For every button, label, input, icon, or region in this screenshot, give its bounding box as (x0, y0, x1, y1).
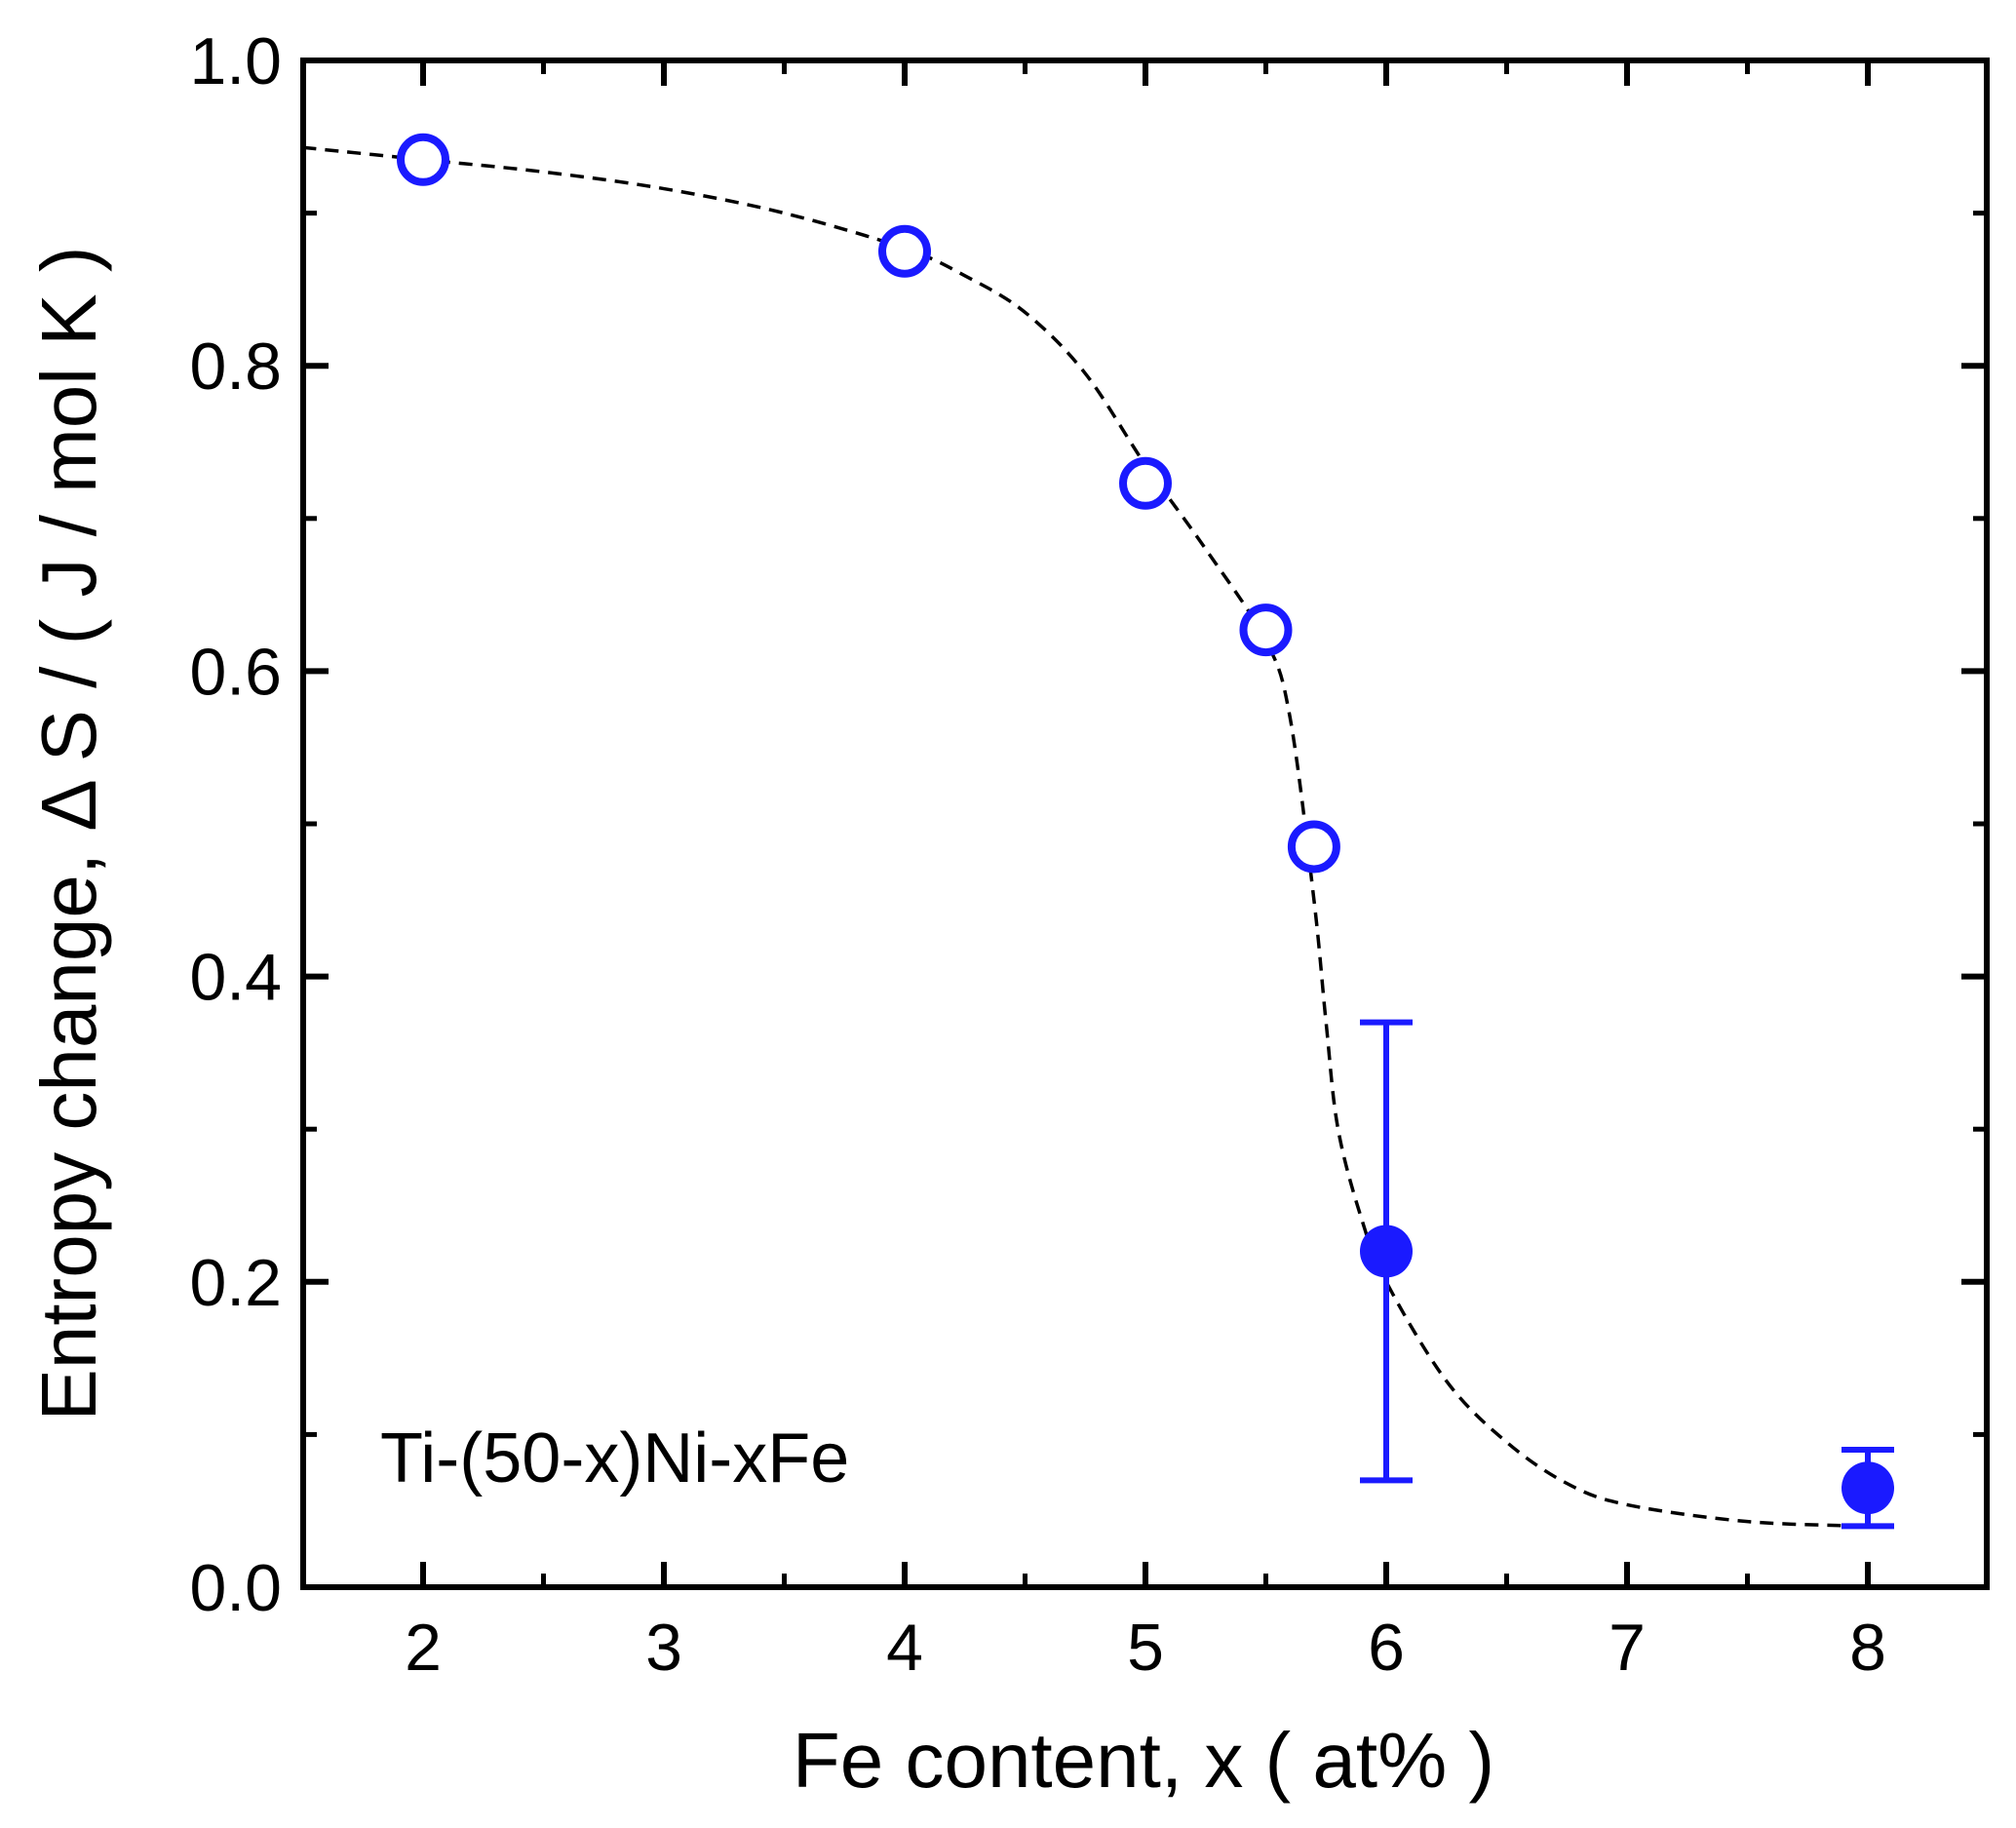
x-tick-label: 2 (405, 1611, 442, 1685)
y-tick-label: 0.2 (189, 1246, 282, 1320)
y-tick-label: 0.0 (189, 1551, 282, 1625)
data-point-open (1119, 456, 1172, 510)
y-axis-label: Entropy change, Δ S / ( J / mol K ) (25, 246, 112, 1420)
data-point-open (1239, 603, 1293, 657)
x-tick-label: 3 (645, 1611, 682, 1685)
x-axis-label: Fe content, x ( at% ) (793, 1717, 1494, 1804)
y-tick-label: 0.8 (189, 330, 282, 404)
plot-frame (300, 58, 1990, 1590)
fit-curve (302, 145, 1869, 1529)
fit-curve-layer (302, 145, 1869, 1529)
y-tick-label: 0.6 (189, 635, 282, 709)
x-tick-label: 5 (1127, 1611, 1164, 1685)
data-point-open (397, 133, 449, 186)
x-tick-label: 6 (1368, 1611, 1405, 1685)
data-point-open (1287, 820, 1340, 874)
data-points-layer (397, 133, 1894, 1530)
x-tick-label: 8 (1849, 1611, 1886, 1685)
axis-ticks-layer: 2 3 4 5 6 7 8 0.0 0.2 0.4 0.6 0.8 1.0 (189, 24, 1987, 1685)
y-tick-label: 1.0 (189, 24, 282, 98)
x-tick-label: 7 (1609, 1611, 1646, 1685)
x-tick-label: 4 (886, 1611, 923, 1685)
data-point-open (878, 224, 931, 278)
data-point-filled (1360, 1225, 1413, 1278)
y-tick-label: 0.4 (189, 941, 282, 1015)
data-point-filled (1842, 1461, 1894, 1515)
annotation-label: Ti-(50-x)Ni-xFe (380, 1420, 849, 1497)
plot-frame-layer (300, 58, 1990, 1590)
